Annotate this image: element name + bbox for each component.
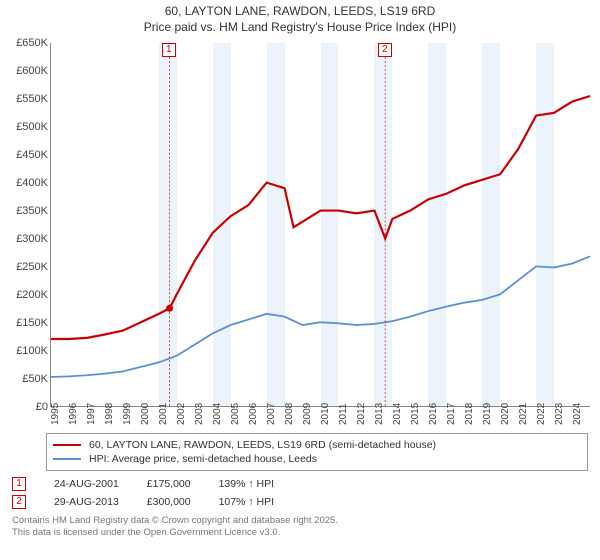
x-tick-label: 2016 — [428, 403, 439, 425]
legend-swatch — [53, 444, 81, 446]
x-tick-label: 2021 — [518, 403, 529, 425]
x-tick-label: 2002 — [176, 403, 187, 425]
x-tick-label: 2012 — [356, 403, 367, 425]
x-axis-labels: 1995199619971998199920002001200220032004… — [50, 407, 590, 427]
title-line-2: Price paid vs. HM Land Registry's House … — [0, 20, 600, 36]
x-tick-label: 2008 — [284, 403, 295, 425]
x-tick-label: 1998 — [104, 403, 115, 425]
x-tick-label: 2001 — [158, 403, 169, 425]
x-tick-label: 2014 — [392, 403, 403, 425]
chart-svg — [51, 43, 590, 406]
x-tick-label: 2005 — [230, 403, 241, 425]
x-tick-label: 2023 — [554, 403, 565, 425]
legend-box: 60, LAYTON LANE, RAWDON, LEEDS, LS19 6RD… — [46, 433, 588, 471]
sales-table: 1 24-AUG-2001 £175,000 139% ↑ HPI 2 29-A… — [12, 475, 588, 511]
x-tick-label: 2004 — [212, 403, 223, 425]
sale-marker: 1 — [12, 477, 26, 491]
x-tick-label: 2009 — [302, 403, 313, 425]
y-tick-label: £50K — [22, 373, 48, 385]
x-tick-label: 2011 — [338, 404, 349, 426]
y-tick-label: £250K — [16, 261, 48, 273]
x-tick-label: 2007 — [266, 403, 277, 425]
x-tick-label: 2013 — [374, 403, 385, 425]
y-tick-label: £650K — [16, 37, 48, 49]
footer-attribution: Contains HM Land Registry data © Crown c… — [12, 515, 588, 539]
y-tick-label: £200K — [16, 289, 48, 301]
y-tick-label: £500K — [16, 121, 48, 133]
sale-price: £300,000 — [147, 496, 191, 508]
x-tick-label: 2010 — [320, 403, 331, 425]
x-tick-label: 2003 — [194, 403, 205, 425]
series-price_paid — [51, 96, 590, 339]
x-tick-label: 2000 — [140, 403, 151, 425]
y-tick-label: £150K — [16, 317, 48, 329]
event-marker: 2 — [378, 43, 392, 57]
plot-region — [50, 43, 590, 407]
legend-label: HPI: Average price, semi-detached house,… — [89, 453, 317, 465]
y-tick-label: £550K — [16, 93, 48, 105]
x-tick-label: 2015 — [410, 403, 421, 425]
x-tick-label: 2006 — [248, 403, 259, 425]
footer-line-1: Contains HM Land Registry data © Crown c… — [12, 515, 588, 527]
legend-label: 60, LAYTON LANE, RAWDON, LEEDS, LS19 6RD… — [89, 439, 436, 451]
y-tick-label: £100K — [16, 345, 48, 357]
chart-title-block: 60, LAYTON LANE, RAWDON, LEEDS, LS19 6RD… — [0, 0, 600, 37]
y-tick-label: £0 — [36, 401, 48, 413]
sale-row: 2 29-AUG-2013 £300,000 107% ↑ HPI — [12, 493, 588, 511]
x-tick-label: 1997 — [86, 403, 97, 425]
sale-date: 29-AUG-2013 — [54, 496, 119, 508]
title-line-1: 60, LAYTON LANE, RAWDON, LEEDS, LS19 6RD — [0, 4, 600, 20]
x-tick-label: 1995 — [50, 403, 61, 425]
event-marker: 1 — [162, 43, 176, 57]
sale-delta: 107% ↑ HPI — [219, 496, 274, 508]
x-tick-label: 2024 — [572, 403, 583, 425]
chart-area: £0 £50K £100K £150K £200K £250K £300K £350K £400… — [6, 37, 594, 427]
sale-price: £175,000 — [147, 478, 191, 490]
x-tick-label: 1999 — [122, 403, 133, 425]
x-tick-label: 2018 — [464, 403, 475, 425]
x-tick-label: 2017 — [446, 403, 457, 425]
x-tick-label: 2020 — [500, 403, 511, 425]
x-tick-label: 2019 — [482, 403, 493, 425]
series-hpi — [51, 256, 590, 377]
sale-date: 24-AUG-2001 — [54, 478, 119, 490]
sale-delta: 139% ↑ HPI — [219, 478, 274, 490]
y-tick-label: £600K — [16, 65, 48, 77]
x-tick-label: 1996 — [68, 403, 79, 425]
legend-swatch — [53, 458, 81, 460]
x-tick-label: 2022 — [536, 403, 547, 425]
footer-line-2: This data is licensed under the Open Gov… — [12, 527, 588, 539]
y-axis-labels: £0£50K£100K£150K£200K£250K£300K£350K£400… — [6, 37, 50, 407]
y-tick-label: £350K — [16, 205, 48, 217]
y-tick-label: £400K — [16, 177, 48, 189]
sale-marker: 2 — [12, 495, 26, 509]
legend-row: HPI: Average price, semi-detached house,… — [53, 452, 581, 466]
legend-row: 60, LAYTON LANE, RAWDON, LEEDS, LS19 6RD… — [53, 438, 581, 452]
y-tick-label: £300K — [16, 233, 48, 245]
sale-row: 1 24-AUG-2001 £175,000 139% ↑ HPI — [12, 475, 588, 493]
y-tick-label: £450K — [16, 149, 48, 161]
